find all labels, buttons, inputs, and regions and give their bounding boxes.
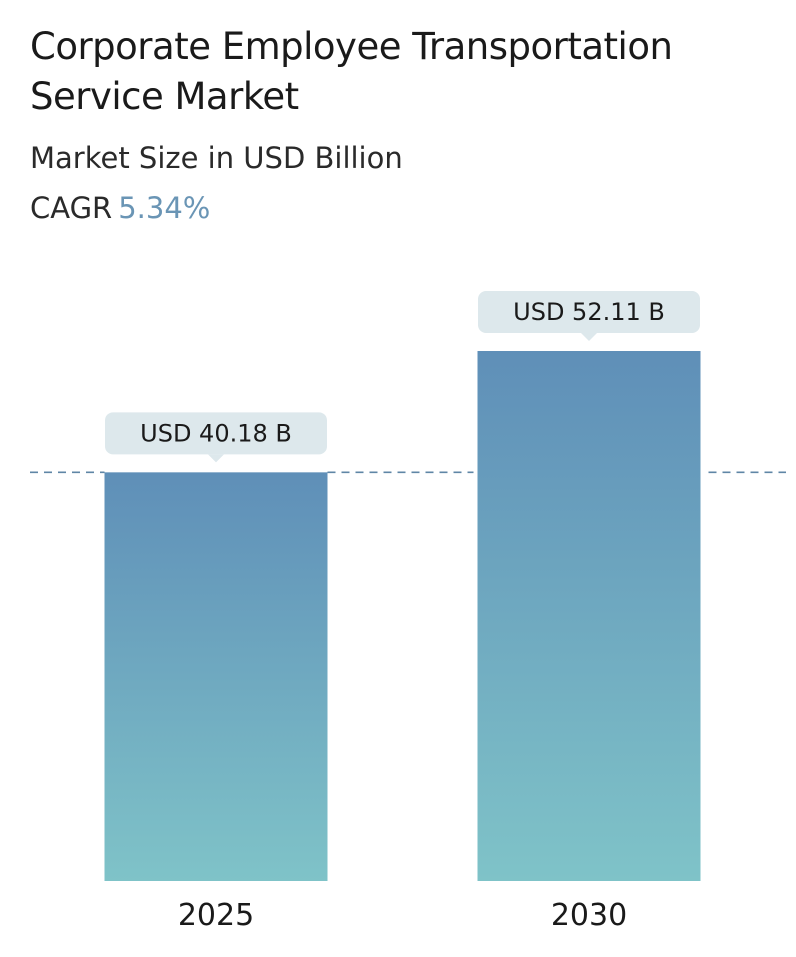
data-label-2025: USD 40.18 B (140, 419, 292, 447)
x-axis-ticks: 2025 2030 (178, 898, 627, 933)
cagr-value: 5.34% (118, 191, 211, 225)
data-label-pointer (208, 454, 224, 463)
x-tick-label-2025: 2025 (178, 898, 254, 933)
cagr-line: CAGR 5.34% (30, 188, 210, 228)
data-label-background (105, 412, 327, 455)
x-tick-label-2030: 2030 (551, 898, 627, 933)
chart-title: Corporate Employee Transportation Servic… (30, 25, 673, 118)
data-labels-layer: USD 40.18 B USD 52.11 B (105, 291, 700, 463)
data-label-bubble-2030: USD 52.11 B (478, 291, 700, 341)
bar-2030 (477, 351, 701, 881)
data-label-bubble-2025: USD 40.18 B (105, 412, 327, 463)
data-label-2030: USD 52.11 B (513, 298, 665, 326)
bars-layer (104, 351, 701, 881)
bar-2025 (104, 472, 328, 881)
cagr-label: CAGR (30, 191, 113, 225)
data-label-background (478, 291, 700, 333)
chart-subtitle: Market Size in USD Billion (30, 141, 403, 175)
data-label-pointer (581, 333, 597, 341)
